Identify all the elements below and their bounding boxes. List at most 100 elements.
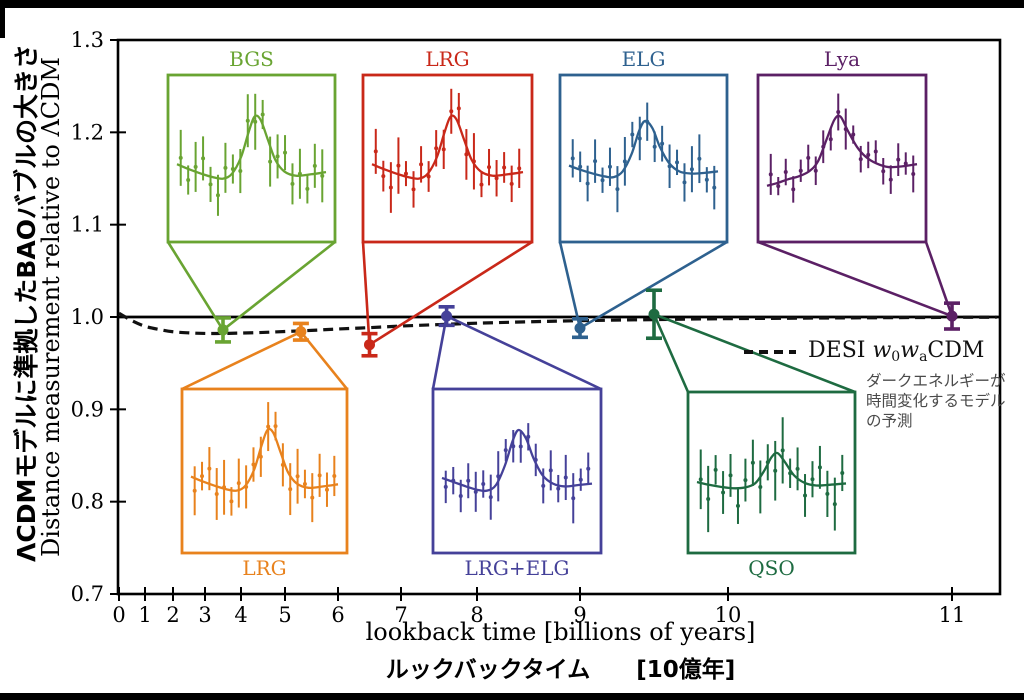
data-point [364,339,375,351]
inset-point [192,488,197,493]
inset-point [494,176,499,181]
inset-point [783,170,788,175]
x-tick-label: 8 [470,603,483,627]
inset-point [630,132,635,137]
top-border [0,0,1024,8]
inset-point [215,193,220,198]
inset-connector [924,241,954,317]
inset-label: ELG [622,47,666,71]
y-axis-label-japanese: ΛCDMモデルに準拠したBAOバブルの大きさ [12,44,41,562]
inset-connector [446,314,602,391]
data-point [295,326,307,338]
inset-connector [361,241,371,345]
inset-point [502,165,507,170]
inset-connector [222,240,336,331]
inset-point [458,493,463,498]
inset-connector [181,330,302,391]
inset-label: BGS [229,47,274,71]
inset-point [721,490,726,495]
inset-point [207,466,212,471]
inset-point [275,154,280,159]
measurement-lya [944,301,960,331]
inset-point [317,473,322,478]
inset-point [193,164,198,169]
y-axis-label-english: Distance measurement relative to ΛCDM [37,57,65,557]
inset-point [660,141,665,146]
inset-point [464,152,469,157]
inset-point [200,474,205,479]
inset-point [798,168,803,173]
data-point [441,310,453,322]
inset-point [712,185,717,190]
inset-point [518,444,523,449]
inset-point [201,156,206,161]
x-tick-label: 1 [138,603,151,627]
annotation-line: ダークエネルギーが [866,372,1006,390]
inset-point [780,448,785,453]
x-tick-label: 0 [112,603,125,627]
inset-point [768,172,773,177]
inset-point [689,167,694,172]
measurement-bgs [215,316,231,344]
x-tick-label: 11 [939,603,966,627]
x-tick-label: 2 [166,603,179,627]
inset-point [585,181,590,186]
inset-label: QSO [748,556,795,580]
inset-point [813,168,818,173]
inset-point [758,484,763,489]
y-tick-label: 1.3 [71,28,104,52]
inset-label: Lya [824,47,860,71]
inset-point [675,160,680,165]
inset-point [825,491,830,496]
inset-point [245,118,250,123]
legend-label: DESI w0waCDM [808,338,985,365]
inset-point [903,161,908,166]
inset-point [443,484,448,489]
y-tick-label: 1.1 [71,213,104,237]
inset-point [652,144,657,149]
inset-point [236,481,241,486]
measurement-lrg [361,331,378,358]
x-tick-label: 7 [394,603,407,627]
inset-bao-curve [766,114,918,187]
inset-point [571,496,576,501]
y-tick-label: 0.7 [71,582,104,606]
inset-point [556,486,561,491]
inset-point [563,475,568,480]
inset-point [851,132,856,137]
inset-point [743,478,748,483]
inset-point [266,424,271,429]
inset-point [773,468,778,473]
inset-point [456,106,461,111]
x-tick-label: 3 [198,603,211,627]
inset-point [223,165,228,170]
inset-point [186,178,191,183]
x-tick-label: 10 [715,603,742,627]
inset-point [600,178,605,183]
inset-point [466,478,471,483]
inset-connector [166,241,225,331]
inset-box [431,387,603,555]
inset-point [548,468,553,473]
inset-point [873,149,878,154]
data-point [217,324,229,336]
inset-connector [579,240,728,330]
inset-point [388,185,393,190]
inset-point [866,152,871,157]
inset-point [735,503,740,508]
inset-point [806,155,811,160]
inset-bao-curve [176,114,327,180]
inset-bao-curve [568,119,719,179]
inset-bao-curve [441,428,593,493]
inset-point [828,137,833,142]
inset-point [888,177,893,182]
inset-lrg-elg: LRG+ELG [431,314,603,580]
inset-label: LRG [425,47,469,71]
inset-lrg: LRG [361,47,534,346]
inset-point [578,477,583,482]
legend-dashed-line-icon [744,349,796,354]
inset-point [411,187,416,192]
inset-connector [368,240,533,346]
